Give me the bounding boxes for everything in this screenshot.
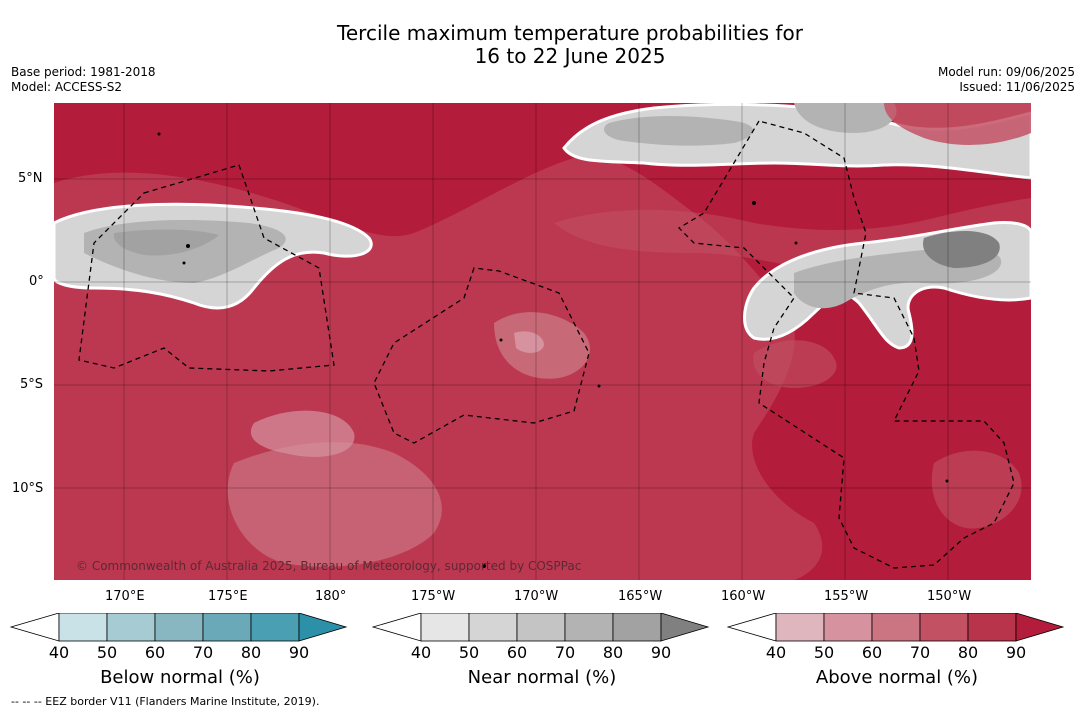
colorbar-tick: 80 <box>602 643 624 662</box>
colorbar-swatch <box>967 613 1017 642</box>
colorbar-swatch <box>250 613 300 642</box>
colorbar-near-label: Near normal (%) <box>467 667 617 688</box>
colorbar-min-extension <box>372 613 422 642</box>
colorbar-below-normal: 40 50 60 70 80 90 Below normal (%) <box>10 613 350 703</box>
lat-label-5n: 5°N <box>18 171 43 186</box>
colorbar-above-label: Above normal (%) <box>815 667 979 688</box>
colorbar-tick: 70 <box>909 643 931 662</box>
colorbar-swatch <box>775 613 825 642</box>
lon-label-165w: 165°W <box>618 589 663 604</box>
colorbar-swatch <box>468 613 518 642</box>
colorbar-tick: 60 <box>144 643 166 662</box>
colorbar-max-extension <box>298 613 348 642</box>
colorbar-below-label: Below normal (%) <box>100 667 260 688</box>
probability-map: © Commonwealth of Australia 2025, Bureau… <box>54 103 1031 580</box>
base-period-text: Base period: 1981-2018 <box>11 65 156 79</box>
eez-footnote: -- -- -- EEZ border V11 (Flanders Marine… <box>11 695 320 708</box>
lat-label-0: 0° <box>29 274 44 289</box>
model-text: Model: ACCESS-S2 <box>11 80 123 94</box>
colorbar-swatch <box>106 613 156 642</box>
colorbar-tick: 50 <box>813 643 835 662</box>
colorbar-min-extension <box>10 613 60 642</box>
lat-label-5s: 5°S <box>20 377 44 392</box>
colorbar-near-ticks: 40 50 60 70 80 90 <box>372 643 712 663</box>
colorbar-tick: 50 <box>96 643 118 662</box>
lon-label-155w: 155°W <box>824 589 869 604</box>
near-normal-region-east <box>743 221 1031 350</box>
colorbar-swatch <box>58 613 108 642</box>
near-normal-region-west <box>54 202 373 310</box>
colorbar-below-swatches <box>10 613 348 642</box>
colorbar-tick: 80 <box>240 643 262 662</box>
lon-label-170w: 170°W <box>514 589 559 604</box>
colorbar-swatch <box>564 613 614 642</box>
colorbar-tick: 90 <box>288 643 310 662</box>
lon-label-180: 180° <box>315 589 347 604</box>
issued-text: Issued: 11/06/2025 <box>959 80 1075 94</box>
colorbar-tick: 40 <box>765 643 787 662</box>
colorbar-tick: 60 <box>506 643 528 662</box>
colorbar-tick: 50 <box>458 643 480 662</box>
lat-label-10s: 10°S <box>12 481 44 496</box>
lon-label-175e: 175°E <box>208 589 248 604</box>
copyright-text: © Commonwealth of Australia 2025, Bureau… <box>76 559 581 573</box>
lon-label-170e: 170°E <box>105 589 145 604</box>
colorbar-max-extension <box>660 613 710 642</box>
colorbar-below-ticks: 40 50 60 70 80 90 <box>10 643 350 663</box>
colorbar-swatch <box>823 613 873 642</box>
colorbar-above-swatches <box>727 613 1065 642</box>
colorbar-swatch <box>154 613 204 642</box>
colorbar-swatch <box>516 613 566 642</box>
colorbar-near-normal: 40 50 60 70 80 90 Near normal (%) <box>372 613 712 703</box>
map-title-line1: Tercile maximum temperature probabilitie… <box>337 21 803 45</box>
map-gridlines <box>54 103 1031 580</box>
colorbar-tick: 70 <box>192 643 214 662</box>
eez-borders <box>78 120 1015 569</box>
colorbar-near-swatches <box>372 613 710 642</box>
island-markers <box>157 132 949 568</box>
colorbar-swatch <box>202 613 252 642</box>
lon-label-175w: 175°W <box>411 589 456 604</box>
colorbar-swatch <box>919 613 969 642</box>
colorbar-swatch <box>420 613 470 642</box>
map-title-line2: 16 to 22 June 2025 <box>474 44 666 68</box>
colorbar-max-extension <box>1015 613 1065 642</box>
colorbar-above-ticks: 40 50 60 70 80 90 <box>727 643 1067 663</box>
colorbar-tick: 80 <box>957 643 979 662</box>
colorbar-tick: 60 <box>861 643 883 662</box>
colorbar-tick: 90 <box>650 643 672 662</box>
colorbar-tick: 70 <box>554 643 576 662</box>
near-normal-region-north <box>562 103 1031 180</box>
colorbar-tick: 90 <box>1005 643 1027 662</box>
colorbar-swatch <box>612 613 662 642</box>
colorbar-swatch <box>871 613 921 642</box>
colorbar-tick: 40 <box>410 643 432 662</box>
colorbar-min-extension <box>727 613 777 642</box>
lon-label-160w: 160°W <box>721 589 766 604</box>
lon-label-150w: 150°W <box>927 589 972 604</box>
model-run-text: Model run: 09/06/2025 <box>937 65 1075 79</box>
colorbar-tick: 40 <box>48 643 70 662</box>
colorbar-above-normal: 40 50 60 70 80 90 Above normal (%) <box>727 613 1067 703</box>
